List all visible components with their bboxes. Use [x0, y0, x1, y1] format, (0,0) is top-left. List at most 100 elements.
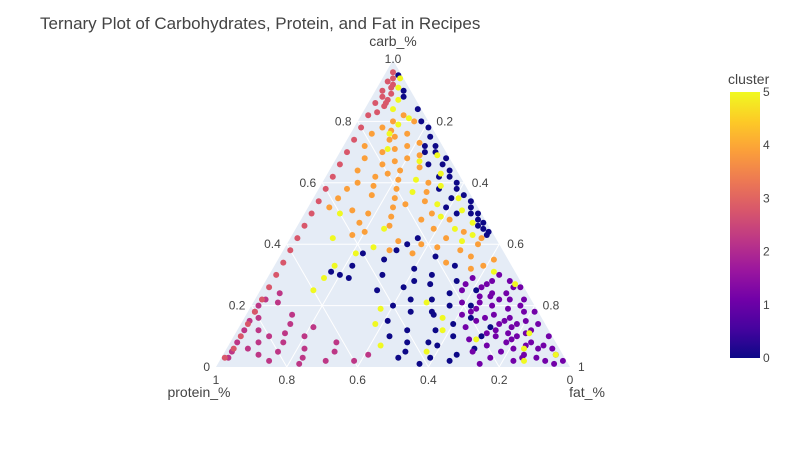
- data-point: [432, 253, 439, 260]
- data-point: [437, 182, 444, 189]
- data-point: [379, 124, 386, 131]
- data-point: [266, 357, 273, 364]
- data-point: [506, 314, 513, 321]
- data-point: [404, 143, 411, 149]
- data-point: [397, 167, 404, 174]
- data-point: [521, 357, 527, 364]
- data-point: [388, 90, 395, 97]
- data-point: [551, 360, 558, 367]
- data-point: [480, 219, 487, 226]
- tick-label-protein: 0.4: [420, 373, 437, 387]
- data-point: [308, 210, 315, 217]
- data-point: [384, 317, 391, 324]
- data-point: [521, 308, 527, 315]
- axis-ticks: 0 0.2 0.4 0.6 0.8 1.0 1 0.8 0.6 0.4 0.2 0 0.2 0.4 0.6 0…: [203, 52, 585, 387]
- data-point: [475, 222, 481, 229]
- data-point: [358, 124, 365, 131]
- data-point: [328, 268, 335, 275]
- data-point: [329, 235, 336, 242]
- data-point: [407, 308, 414, 315]
- grid-line-protein: [286, 243, 359, 368]
- data-point: [259, 296, 265, 303]
- data-point: [487, 324, 494, 331]
- data-point: [365, 351, 372, 358]
- data-point: [393, 247, 400, 254]
- data-point: [310, 287, 317, 294]
- tick-label-carb: 0.4: [264, 237, 281, 251]
- data-point: [496, 321, 503, 327]
- data-point: [276, 290, 283, 297]
- data-point: [513, 321, 520, 327]
- data-point: [280, 339, 287, 346]
- data-point: [483, 281, 490, 288]
- data-point: [480, 225, 487, 232]
- data-point: [395, 238, 402, 245]
- data-point: [425, 179, 432, 186]
- data-point: [443, 259, 450, 266]
- data-point: [331, 348, 338, 355]
- data-point: [476, 360, 483, 367]
- data-point: [416, 152, 423, 159]
- colorbar-tick-label: 1: [763, 298, 770, 312]
- data-point: [421, 149, 428, 156]
- data-point: [390, 106, 396, 113]
- ternary-background: [216, 60, 570, 367]
- data-point: [354, 179, 361, 186]
- data-point: [506, 278, 513, 284]
- data-point: [483, 330, 490, 337]
- tick-label-protein: 0.6: [349, 373, 366, 387]
- data-point: [434, 244, 441, 251]
- data-point: [531, 308, 538, 315]
- data-point: [476, 299, 483, 306]
- data-point: [379, 93, 386, 100]
- data-point: [425, 339, 432, 346]
- data-point: [368, 192, 375, 199]
- data-point: [384, 146, 391, 152]
- data-point: [443, 204, 450, 211]
- data-point: [365, 112, 372, 119]
- data-point: [501, 317, 508, 324]
- data-point: [512, 281, 519, 288]
- data-point: [552, 351, 559, 358]
- data-point: [467, 198, 474, 205]
- data-point: [453, 185, 460, 192]
- data-point: [526, 330, 533, 337]
- data-point: [294, 235, 301, 242]
- data-point: [446, 167, 453, 174]
- data-point: [451, 262, 458, 269]
- data-point: [505, 305, 511, 312]
- data-point: [230, 345, 237, 352]
- data-point: [301, 333, 308, 340]
- data-point: [404, 339, 411, 346]
- data-point: [395, 84, 402, 91]
- data-point: [255, 351, 262, 358]
- data-point: [344, 185, 350, 192]
- data-point: [251, 308, 258, 315]
- data-point: [333, 339, 340, 346]
- data-point: [428, 271, 435, 278]
- data-point: [453, 179, 460, 186]
- grid-line-fat: [357, 182, 465, 368]
- axis-title-protein: protein_%: [167, 384, 230, 400]
- data-point: [416, 139, 423, 146]
- data-point: [273, 271, 280, 278]
- data-point: [430, 225, 437, 232]
- data-point: [416, 158, 423, 165]
- data-point: [370, 182, 377, 189]
- data-point: [368, 130, 375, 137]
- data-point: [437, 213, 444, 220]
- data-point: [428, 296, 435, 303]
- data-point: [321, 275, 327, 281]
- data-point: [448, 195, 455, 202]
- data-point: [467, 302, 474, 309]
- data-point: [443, 155, 450, 162]
- data-point: [377, 305, 384, 312]
- data-point: [400, 284, 407, 291]
- data-point: [475, 216, 481, 223]
- data-point: [446, 216, 453, 223]
- tick-label-carb: 0.6: [300, 176, 317, 190]
- data-point: [427, 354, 434, 361]
- data-point: [381, 225, 388, 232]
- data-point: [478, 235, 485, 242]
- chart-title: Ternary Plot of Carbohydrates, Protein, …: [40, 14, 480, 33]
